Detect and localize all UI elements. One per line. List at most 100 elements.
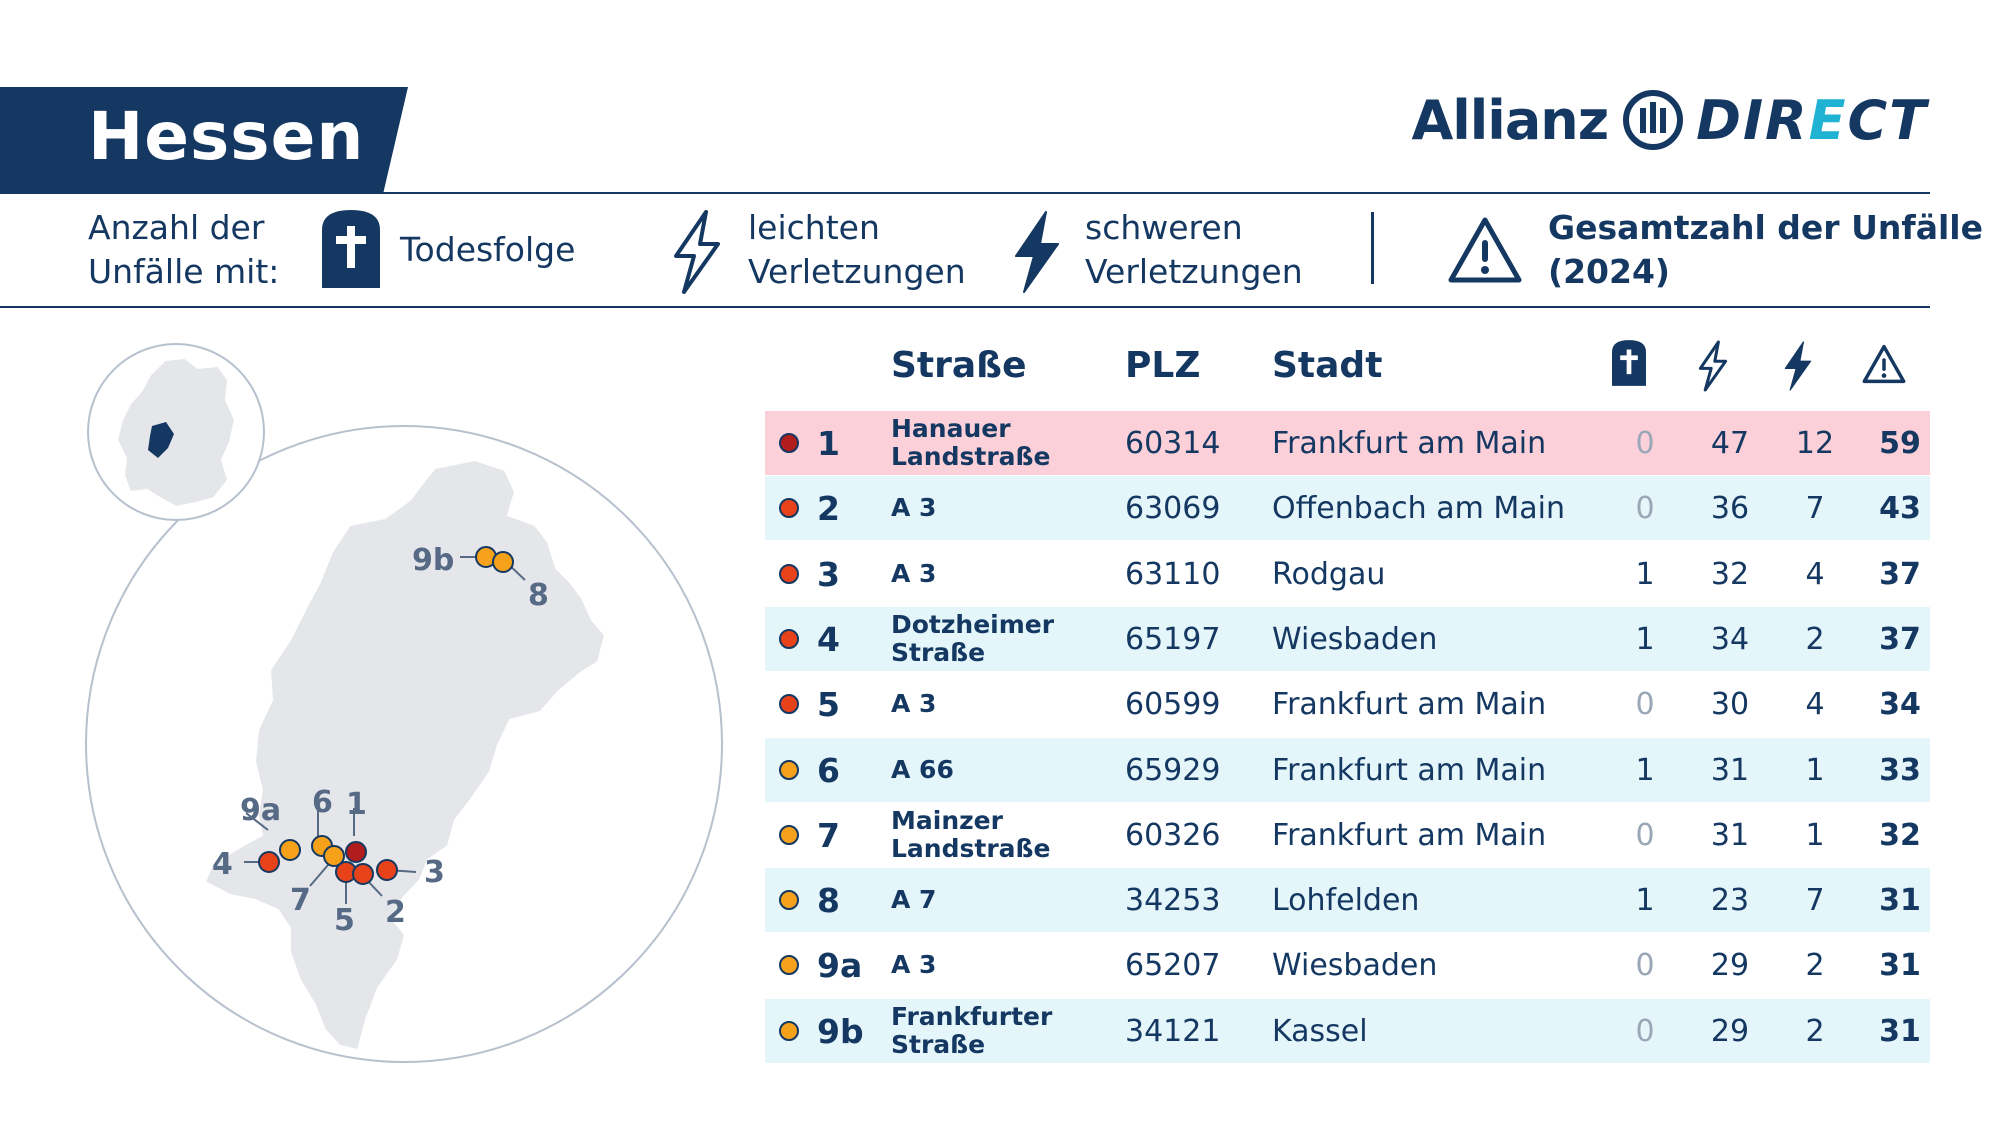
- row-heavy-injury-count: 12: [1795, 425, 1835, 461]
- row-street: Dotzheimer Straße: [891, 610, 1055, 667]
- row-heavy-injury-count: 2: [1805, 621, 1825, 657]
- row-marker-dot: [779, 933, 799, 997]
- row-plz: 60314: [1125, 425, 1221, 461]
- row-fatal-count: 1: [1635, 621, 1655, 657]
- row-light-injury-count: 36: [1710, 490, 1750, 526]
- row-street: Hanauer Landstraße: [891, 414, 1051, 471]
- row-rank: 4: [817, 619, 840, 659]
- marker-dot: [779, 825, 799, 845]
- row-heavy-injury-count: 7: [1805, 490, 1825, 526]
- marker-1: [345, 841, 367, 863]
- row-total-count: 43: [1879, 490, 1921, 526]
- row-light-injury-count: 31: [1710, 817, 1750, 853]
- map-label-9a: 9a: [240, 793, 281, 828]
- row-total-count: 31: [1879, 947, 1921, 983]
- lightning-filled-icon: [1015, 211, 1059, 293]
- row-total-count: 59: [1879, 425, 1921, 461]
- brand-name-direct: DIRECT: [1696, 89, 1928, 152]
- row-plz: 60599: [1125, 686, 1221, 722]
- row-marker-dot: [779, 999, 799, 1063]
- row-marker-dot: [779, 607, 799, 671]
- row-heavy-injury-count: 4: [1805, 686, 1825, 722]
- table-row: 1 Hanauer Landstraße 60314 Frankfurt am Mai…: [765, 411, 1930, 475]
- legend-lead-line2: Unfälle mit:: [88, 252, 280, 291]
- header-lightning-filled-icon: [1784, 341, 1812, 391]
- hessen-map: 9b 8 9a 6 1 4 3 7 2 5: [85, 343, 723, 1063]
- legend-separator: [1371, 212, 1374, 284]
- row-plz: 65929: [1125, 752, 1221, 788]
- row-city: Wiesbaden: [1272, 621, 1438, 657]
- row-light-injury-count: 30: [1710, 686, 1750, 722]
- title-banner: [0, 87, 408, 192]
- row-plz: 63110: [1125, 556, 1221, 592]
- marker-dot: [779, 955, 799, 975]
- legend-heavy-line2: Verletzungen: [1085, 252, 1303, 291]
- header-street: Straße: [891, 345, 1027, 386]
- row-rank: 5: [817, 684, 840, 724]
- header-rule: [0, 192, 1930, 194]
- cross-icon: [322, 210, 380, 288]
- row-heavy-injury-count: 2: [1805, 947, 1825, 983]
- row-total-count: 37: [1879, 556, 1921, 592]
- row-light-injury-count: 29: [1710, 1013, 1750, 1049]
- marker-3: [376, 859, 398, 881]
- table-row: 8 A 7 34253 Lohfelden 1 23 7 31: [765, 868, 1930, 932]
- row-city: Frankfurt am Main: [1272, 686, 1547, 722]
- row-fatal-count: 1: [1635, 882, 1655, 918]
- marker-dot: [779, 694, 799, 714]
- warning-icon: [1448, 217, 1522, 283]
- row-rank: 9a: [817, 945, 863, 985]
- legend-heavy: schweren Verletzungen: [1085, 206, 1303, 294]
- row-heavy-injury-count: 7: [1805, 882, 1825, 918]
- table-row: 2 A 3 63069 Offenbach am Main 0 36 7 43: [765, 476, 1930, 540]
- row-total-count: 33: [1879, 752, 1921, 788]
- row-plz: 34121: [1125, 1013, 1221, 1049]
- row-city: Kassel: [1272, 1013, 1368, 1049]
- marker-9a: [279, 839, 301, 861]
- map-label-4: 4: [212, 847, 233, 882]
- brand-direct-part-c: CT: [1847, 88, 1928, 152]
- row-city: Wiesbaden: [1272, 947, 1438, 983]
- row-street: Mainzer Landstraße: [891, 806, 1051, 863]
- map-label-2: 2: [385, 895, 406, 930]
- map-label-7: 7: [290, 883, 311, 918]
- marker-dot: [779, 433, 799, 453]
- brand-direct-part-b: E: [1808, 88, 1848, 152]
- row-street: A 66: [891, 755, 954, 784]
- marker-dot: [779, 564, 799, 584]
- marker-dot: [779, 890, 799, 910]
- allianz-eagle-logo-icon: [1623, 90, 1684, 150]
- row-light-injury-count: 47: [1710, 425, 1750, 461]
- brand-name-allianz: Allianz: [1411, 88, 1610, 152]
- hessen-shape: [203, 458, 607, 1052]
- legend-total-line2: (2024): [1548, 252, 1671, 291]
- row-rank: 9b: [817, 1011, 864, 1051]
- row-fatal-count: 0: [1635, 490, 1655, 526]
- marker-8: [492, 551, 514, 573]
- table-row: 7 Mainzer Landstraße 60326 Frankfurt am Mai…: [765, 803, 1930, 867]
- row-street: Frankfurter Straße: [891, 1002, 1053, 1059]
- marker-4: [258, 851, 280, 873]
- row-rank: 8: [817, 880, 840, 920]
- germany-shape: [115, 356, 237, 509]
- row-total-count: 31: [1879, 1013, 1921, 1049]
- row-fatal-count: 0: [1635, 817, 1655, 853]
- row-plz: 60326: [1125, 817, 1221, 853]
- row-street: A 3: [891, 493, 937, 522]
- row-heavy-injury-count: 4: [1805, 556, 1825, 592]
- map-label-3: 3: [424, 855, 445, 890]
- row-marker-dot: [779, 868, 799, 932]
- row-fatal-count: 0: [1635, 686, 1655, 722]
- row-city: Frankfurt am Main: [1272, 752, 1547, 788]
- brand-direct-part-a: DIR: [1696, 88, 1809, 152]
- row-marker-dot: [779, 542, 799, 606]
- row-light-injury-count: 29: [1710, 947, 1750, 983]
- legend-fatal-label: Todesfolge: [400, 230, 576, 269]
- legend-total: Gesamtzahl der Unfälle (2024): [1548, 206, 1983, 294]
- map-label-6: 6: [312, 785, 333, 820]
- row-light-injury-count: 32: [1710, 556, 1750, 592]
- row-plz: 65197: [1125, 621, 1221, 657]
- hessen-highlight: [148, 422, 174, 458]
- marker-2: [352, 863, 374, 885]
- header-cross-icon: [1612, 340, 1646, 386]
